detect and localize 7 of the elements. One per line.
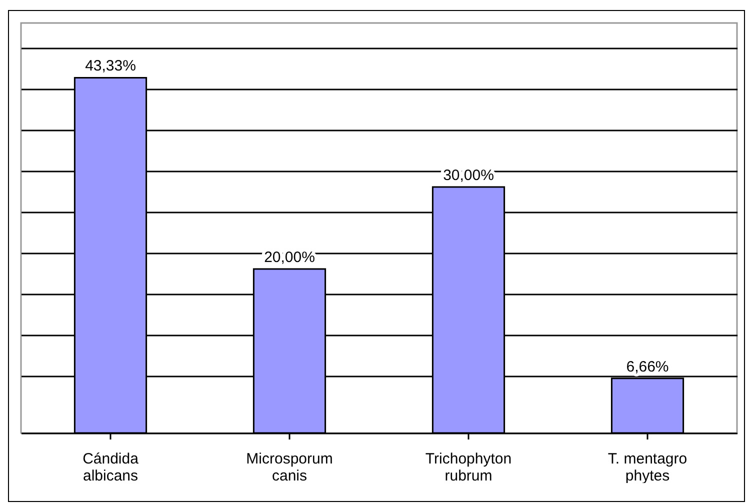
data-label: 43,33% (85, 58, 136, 75)
x-tick-label: Microsporum canis (246, 450, 333, 484)
data-label: 6,66% (626, 358, 669, 376)
data-label: 30,00% (443, 167, 494, 184)
data-label: 20,00% (264, 249, 315, 266)
x-tick-label: Cándida albicans (82, 450, 140, 484)
x-tick-label: Trichophyton rubrum (425, 450, 512, 484)
